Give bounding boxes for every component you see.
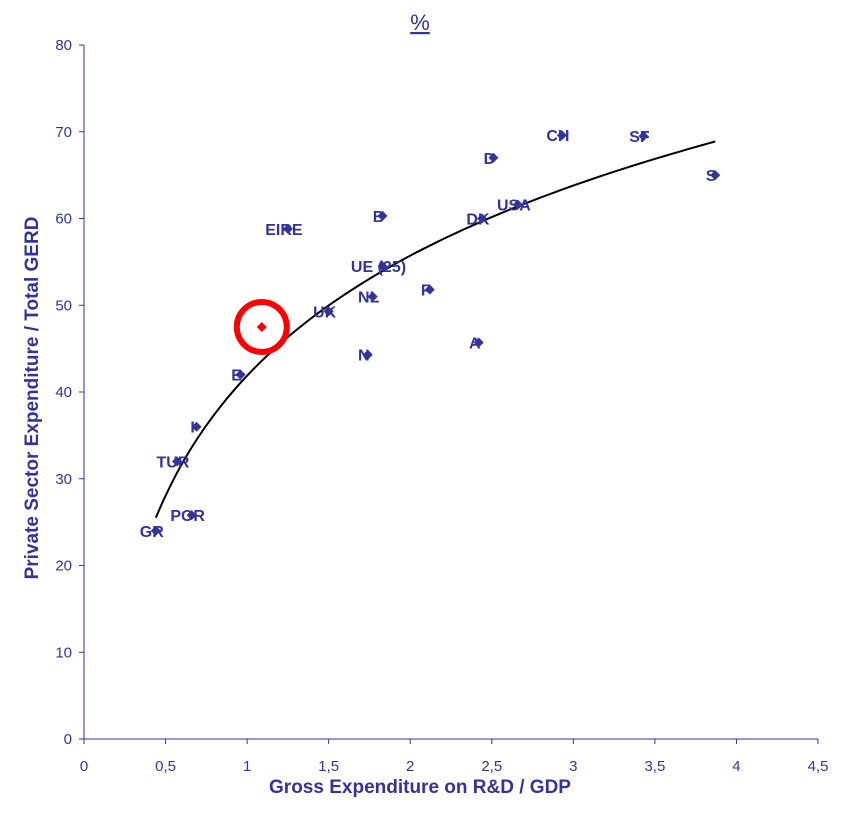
point-label: CH — [546, 128, 569, 145]
x-tick-label: 1 — [243, 758, 251, 775]
point-label: SF — [629, 129, 650, 146]
point-label: N — [358, 348, 370, 365]
x-tick-label: 3 — [569, 758, 577, 775]
point-label: DK — [466, 212, 490, 229]
y-tick-label: 30 — [55, 471, 72, 488]
point-label: E — [231, 368, 242, 385]
y-tick-label: 20 — [55, 558, 72, 575]
data-point — [257, 322, 267, 332]
point-label: TUR — [157, 454, 190, 471]
chart-title: % — [410, 10, 430, 35]
x-tick-label: 0,5 — [155, 758, 176, 775]
y-tick-label: 50 — [55, 297, 72, 314]
y-tick-label: 70 — [55, 124, 72, 141]
y-tick-label: 60 — [55, 211, 72, 228]
x-tick-label: 4 — [732, 758, 740, 775]
y-tick-label: 40 — [55, 384, 72, 401]
y-tick-label: 0 — [64, 731, 72, 748]
point-label: UE (25) — [351, 259, 406, 276]
point-label: I — [190, 420, 194, 437]
point-label: S — [706, 168, 717, 185]
point-label: A — [469, 336, 481, 353]
point-label: F — [421, 283, 431, 300]
x-tick-label: 4,5 — [808, 758, 829, 775]
axes: 0 0,5 1 1,5 2 2,5 3 3,5 4 4,5 0 10 20 30 40 50 60 70 80 — [55, 37, 828, 775]
point-label: USA — [497, 198, 531, 215]
point-label: EIRE — [265, 222, 303, 239]
point-label: POR — [170, 508, 205, 525]
x-tick-label: 2 — [406, 758, 414, 775]
x-tick-label: 0 — [80, 758, 88, 775]
x-tick-label: 1,5 — [318, 758, 339, 775]
x-axis-title: Gross Expenditure on R&D / GDP — [269, 777, 571, 798]
point-label: GR — [140, 524, 164, 541]
y-tick-label: 80 — [55, 37, 72, 54]
y-tick-label: 10 — [55, 644, 72, 661]
point-label: UK — [313, 304, 337, 321]
y-axis-title: Private Sector Expenditure / Total GERD — [22, 217, 43, 580]
point-label: B — [373, 209, 385, 226]
point-label: NL — [358, 290, 380, 307]
x-tick-label: 2,5 — [481, 758, 502, 775]
point-label: D — [484, 151, 496, 168]
x-tick-label: 3,5 — [644, 758, 665, 775]
